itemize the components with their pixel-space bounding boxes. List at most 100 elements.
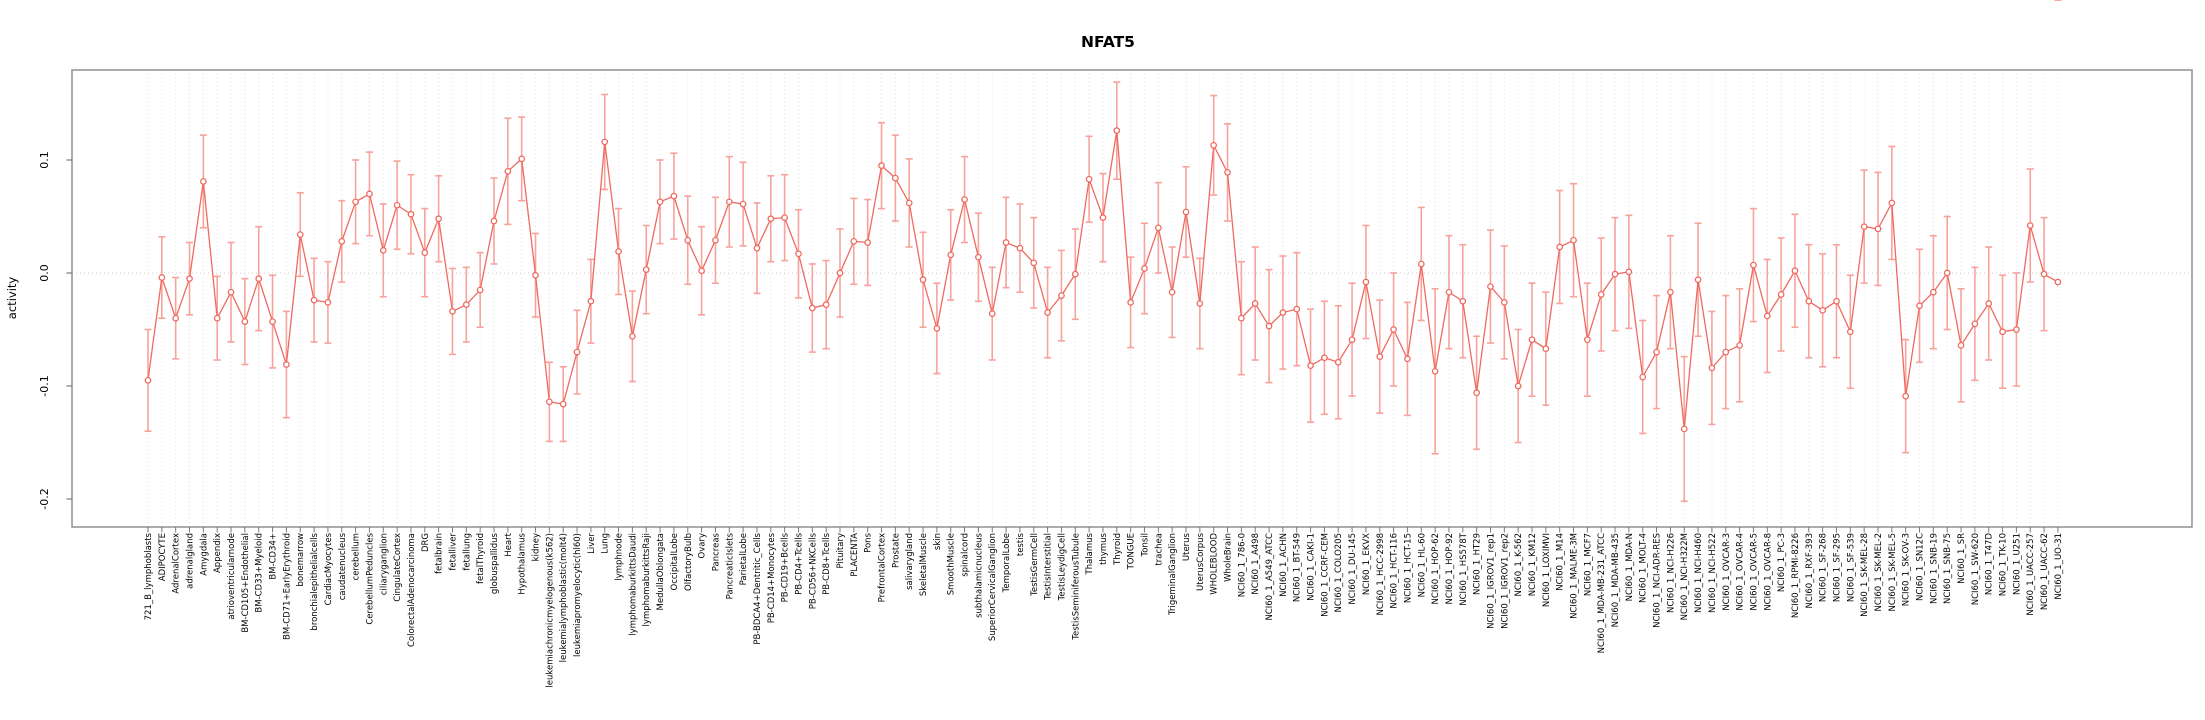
data-point <box>1943 269 1951 277</box>
data-point <box>1016 244 1024 252</box>
data-point <box>1722 348 1730 356</box>
x-axis-label: Thyroid <box>1113 533 1123 566</box>
x-axis-label: NCI60_1_DU-145 <box>1348 533 1358 605</box>
data-point <box>1833 297 1840 305</box>
data-point <box>919 276 927 284</box>
data-point <box>158 274 166 281</box>
data-point <box>283 361 290 368</box>
x-axis-label: BM-CD34+ <box>269 533 279 580</box>
data-point <box>629 332 636 340</box>
x-axis-label: TestisSeminiferousTubule <box>1071 533 1081 641</box>
data-point <box>2040 270 2048 278</box>
x-axis-label: NCI60_1_TK-10 <box>1999 533 2009 596</box>
data-point <box>1417 260 1425 268</box>
x-axis-label: NCI60_1_HS578T <box>1459 532 1469 606</box>
x-axis-label: NCI60_1_NCI-H460 <box>1694 533 1704 613</box>
data-point <box>421 249 429 257</box>
x-axis-label: Pons <box>864 532 874 552</box>
data-point <box>1279 309 1287 316</box>
data-point <box>1556 243 1564 251</box>
x-axis-label: NCI60_1_IGROV1_rep2 <box>1500 533 1510 629</box>
x-axis-label: TrigeminalGanglion <box>1168 533 1178 616</box>
x-axis-label: BM-CD71+EarlyErythroid <box>282 533 292 640</box>
x-axis-label: skin <box>933 533 943 550</box>
data-point <box>1542 345 1550 353</box>
data-point <box>1971 320 1979 328</box>
x-axis-label: NCI60_1_SNB-19 <box>1929 533 1939 604</box>
data-point <box>324 299 332 306</box>
data-point <box>449 308 456 315</box>
x-axis-label: TestisInterstitial <box>1044 533 1054 601</box>
data-point <box>1584 336 1591 344</box>
x-axis-label: subthalamicnucleus <box>974 532 984 617</box>
data-point <box>1307 362 1314 370</box>
x-axis-label: Heart <box>504 532 514 556</box>
data-point <box>712 236 719 244</box>
x-axis-label: fetalbrain <box>435 533 445 574</box>
x-axis-label: NCI60_1_T47D <box>1985 533 1995 596</box>
chart-title: NFAT5 <box>1081 33 1135 51</box>
x-axis-label: NCI60_1_OVCAR-5 <box>1749 533 1759 611</box>
data-point <box>1168 288 1176 296</box>
x-axis-label: NCI60_1_EKVX <box>1362 533 1372 595</box>
x-axis-label: NCI60_1_M14 <box>1556 533 1566 591</box>
data-point <box>1528 336 1536 344</box>
data-point <box>698 267 705 275</box>
x-axis-label: NCI60_1_A549_ATCC <box>1265 533 1275 621</box>
data-point <box>795 250 802 258</box>
data-point <box>739 200 747 208</box>
data-point <box>1238 314 1245 322</box>
data-point <box>587 297 595 305</box>
x-axis-label: NCI60_1_SW-620 <box>1971 533 1981 605</box>
x-axis-label: NCI60_1_SF-295 <box>1832 533 1842 602</box>
x-axis-label: Thalamus <box>1085 532 1095 575</box>
x-axis-label: fetallung <box>462 533 472 571</box>
x-axis-label: ciliaryganglion <box>379 533 389 595</box>
data-point <box>1888 199 1896 207</box>
x-axis-label: PB-CD8+Tcells <box>822 532 832 594</box>
y-tick-label: -0.1 <box>38 375 51 396</box>
data-point <box>1639 373 1647 381</box>
data-point <box>1362 278 1370 286</box>
data-point <box>1044 309 1051 316</box>
x-axis-label: NCI60_1_SK-MEL-5 <box>1888 533 1898 611</box>
plot-border <box>71 69 2193 528</box>
data-point <box>1224 169 1231 176</box>
data-point <box>241 318 249 325</box>
x-axis-label: Pituitary <box>836 533 846 568</box>
x-axis-label: CerebellumPeduncles <box>365 532 375 624</box>
x-axis-label: TestisLeydigCell <box>1057 533 1067 601</box>
data-point <box>725 198 733 206</box>
data-point <box>1819 306 1826 314</box>
x-axis-label: salivarygland <box>905 533 915 590</box>
data-point <box>269 318 276 325</box>
y-tick-label: 0.1 <box>38 151 51 169</box>
x-axis-label: NCI60_1_SK-OV-3 <box>1902 533 1912 606</box>
x-axis-label: NCI60_1_OVCAR-8 <box>1763 533 1773 611</box>
data-point <box>1154 224 1162 232</box>
x-axis-label: cerebellum <box>352 533 362 580</box>
data-point <box>642 266 650 273</box>
data-point <box>892 174 899 182</box>
data-point <box>1182 208 1190 216</box>
data-point <box>1570 236 1577 244</box>
x-axis-label: Lung <box>601 533 611 554</box>
x-axis-label: NCI60_1_MDA-N <box>1625 533 1635 601</box>
data-point <box>1445 288 1453 296</box>
data-point <box>1293 305 1301 313</box>
y-tick-label: 0.0 <box>38 264 51 282</box>
x-axis-label: NCI60_1_HL-60 <box>1417 533 1427 597</box>
y-axis-title: activity <box>5 277 19 320</box>
x-axis-label: lymphomaburkittsDaudi <box>628 533 638 636</box>
data-point <box>1860 223 1868 231</box>
data-point <box>850 238 858 245</box>
data-point <box>1846 328 1854 336</box>
data-point <box>366 190 373 198</box>
x-axis-label: NCI60_1_MOLT-4 <box>1639 533 1649 603</box>
data-point <box>615 248 622 255</box>
data-point <box>1376 353 1384 360</box>
x-axis-label: NCI60_1_KM12 <box>1528 533 1538 596</box>
data-point <box>1196 300 1204 307</box>
